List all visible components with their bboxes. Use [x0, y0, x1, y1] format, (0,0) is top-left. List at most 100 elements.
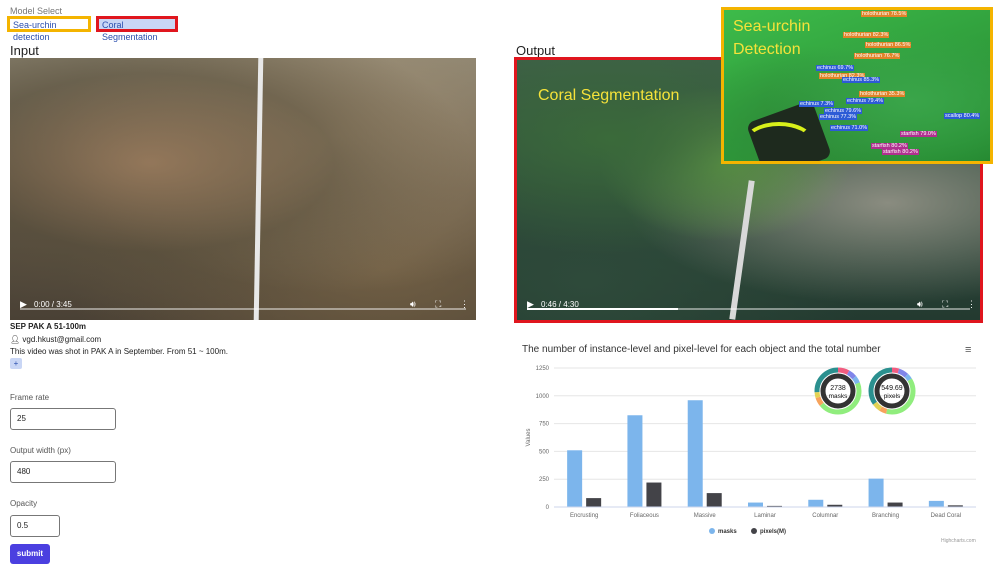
output-width-label: Output width (px) [10, 446, 71, 455]
x-tick-label: Columnar [812, 513, 838, 519]
bar-pixelsm [767, 505, 782, 507]
detection-label: scallop 80.4% [944, 113, 981, 119]
y-tick-label: 250 [539, 477, 550, 483]
submit-button[interactable]: submit [10, 544, 50, 564]
bar-masks [748, 502, 763, 507]
bar-masks [868, 478, 884, 507]
bar-masks [928, 500, 944, 507]
x-tick-label: Dead Coral [931, 513, 961, 519]
model-select-label: Model Select [10, 6, 63, 16]
more-options-icon[interactable]: ⋮ [460, 299, 469, 309]
donut-total-unit: masks [829, 393, 849, 400]
bar-pixelsm [646, 482, 662, 507]
bar-masks [567, 450, 583, 507]
tab-coral-segmentation[interactable]: Coral Segmentation [96, 16, 178, 42]
detection-label: holothurian 76.7% [854, 53, 901, 59]
time-display: 0:46 / 4:30 [541, 300, 579, 309]
video-controls: ▶ 0:46 / 4:30 🔊︎ ⛶ ⋮ [517, 288, 980, 320]
bar-pixelsm [706, 493, 722, 507]
detection-label: echinus 7.3% [799, 101, 835, 107]
donut-total-value: 2738 [830, 385, 846, 392]
y-tick-label: 500 [539, 449, 550, 455]
opacity-label: Opacity [10, 499, 38, 508]
tab-sea-urchin-detection[interactable]: Sea-urchin detection [7, 16, 91, 42]
bar-pixelsm [586, 498, 602, 507]
donut-segment [814, 367, 862, 415]
sea-urchin-detection-inset: Sea-urchin Detection holothurian 78.5% ho… [721, 7, 993, 164]
author: 👤︎ vgd.hkust@gmail.com [10, 335, 101, 344]
frame-rate-input[interactable]: 25 [10, 408, 116, 430]
fullscreen-icon[interactable]: ⛶ [942, 299, 949, 309]
y-tick-label: 1250 [536, 366, 550, 372]
bar-pixelsm [827, 504, 843, 507]
hamburger-icon[interactable]: ≡ [965, 344, 972, 356]
author-email: vgd.hkust@gmail.com [22, 335, 102, 344]
donut-total-unit: pixels [884, 393, 901, 400]
video-title: SEP PAK A 51-100m [10, 322, 87, 331]
detection-label: holothurian 82.3% [843, 32, 890, 38]
detection-label: starfish 80.2% [871, 143, 908, 149]
camera-ring [744, 122, 814, 161]
x-tick-label: Laminar [754, 513, 776, 519]
donut-segment [868, 367, 916, 415]
detection-label: holothurian 78.5% [861, 11, 908, 17]
inset-title-line-1: Sea-urchin [733, 18, 811, 35]
x-tick-label: Encrusting [570, 513, 598, 519]
detection-label: echinus 79.6% [824, 108, 863, 114]
sea-urchin-detection-title: Sea-urchin Detection [733, 15, 810, 61]
measuring-tape [253, 58, 264, 320]
detection-label: holothurian 35.3% [859, 91, 906, 97]
input-heading: Input [10, 43, 39, 58]
output-heading: Output [516, 43, 556, 58]
detection-label: echinus 71.0% [830, 125, 869, 131]
play-icon[interactable]: ▶ [527, 299, 534, 309]
frame-rate-label: Frame rate [10, 393, 50, 402]
donut-segment [814, 367, 862, 415]
user-icon: 👤︎ [10, 335, 21, 344]
bar-masks [808, 499, 824, 507]
y-tick-label: 750 [539, 422, 550, 428]
x-tick-label: Branching [872, 513, 899, 519]
bar-chart: 0 250 500 750 1000 1250 Values Encrusting Foliac… [526, 366, 976, 535]
opacity-input[interactable]: 0.5 [10, 515, 60, 537]
legend-marker [751, 528, 757, 534]
donut-total-value: 549.69 [881, 385, 903, 392]
output-width-input[interactable]: 480 [10, 461, 116, 483]
seek-bar[interactable] [527, 308, 970, 310]
bar-pixelsm [887, 502, 903, 507]
legend-label: masks [718, 529, 737, 535]
inset-title-line-2: Detection [733, 41, 801, 58]
bar-pixelsm [947, 505, 963, 507]
detection-label: starfish 80.2% [882, 149, 919, 155]
play-icon[interactable]: ▶ [20, 299, 27, 309]
expand-button[interactable]: + [10, 358, 22, 369]
seek-bar[interactable] [20, 308, 466, 310]
more-options-icon[interactable]: ⋮ [967, 299, 976, 309]
chart-credits: Highcharts.com [941, 538, 976, 544]
video-description: This video was shot in PAK A in Septembe… [10, 347, 228, 356]
seek-bar-fill [527, 308, 678, 310]
legend-label: pixels(M) [760, 529, 786, 535]
detection-label: echinus 69.7% [816, 65, 855, 71]
detection-label: echinus 79.4% [846, 98, 885, 104]
bar-masks [687, 400, 703, 507]
x-tick-label: Massive [694, 513, 717, 519]
fullscreen-icon[interactable]: ⛶ [435, 299, 442, 309]
donut-segment [868, 367, 916, 415]
chart-title: The number of instance-level and pixel-l… [522, 344, 881, 355]
volume-icon[interactable]: 🔊︎ [917, 299, 923, 309]
y-tick-label: 0 [546, 505, 550, 511]
bar-masks [627, 415, 643, 507]
x-tick-label: Foliaceous [630, 513, 659, 519]
coral-segmentation-overlay-title: Coral Segmentation [538, 87, 680, 104]
time-display: 0:00 / 3:45 [34, 300, 72, 309]
input-video-player[interactable]: ▶ 0:00 / 3:45 🔊︎ ⛶ ⋮ [10, 58, 476, 320]
y-axis-label: Values [526, 429, 532, 447]
legend-marker [709, 528, 715, 534]
volume-icon[interactable]: 🔊︎ [410, 299, 416, 309]
detection-label: starfish 79.0% [900, 131, 937, 137]
video-controls: ▶ 0:00 / 3:45 🔊︎ ⛶ ⋮ [10, 288, 476, 320]
detection-label: holothurian 82.3% [819, 73, 866, 79]
donut-inner-ring [820, 373, 856, 409]
detection-label: echinus 77.3% [819, 114, 858, 120]
